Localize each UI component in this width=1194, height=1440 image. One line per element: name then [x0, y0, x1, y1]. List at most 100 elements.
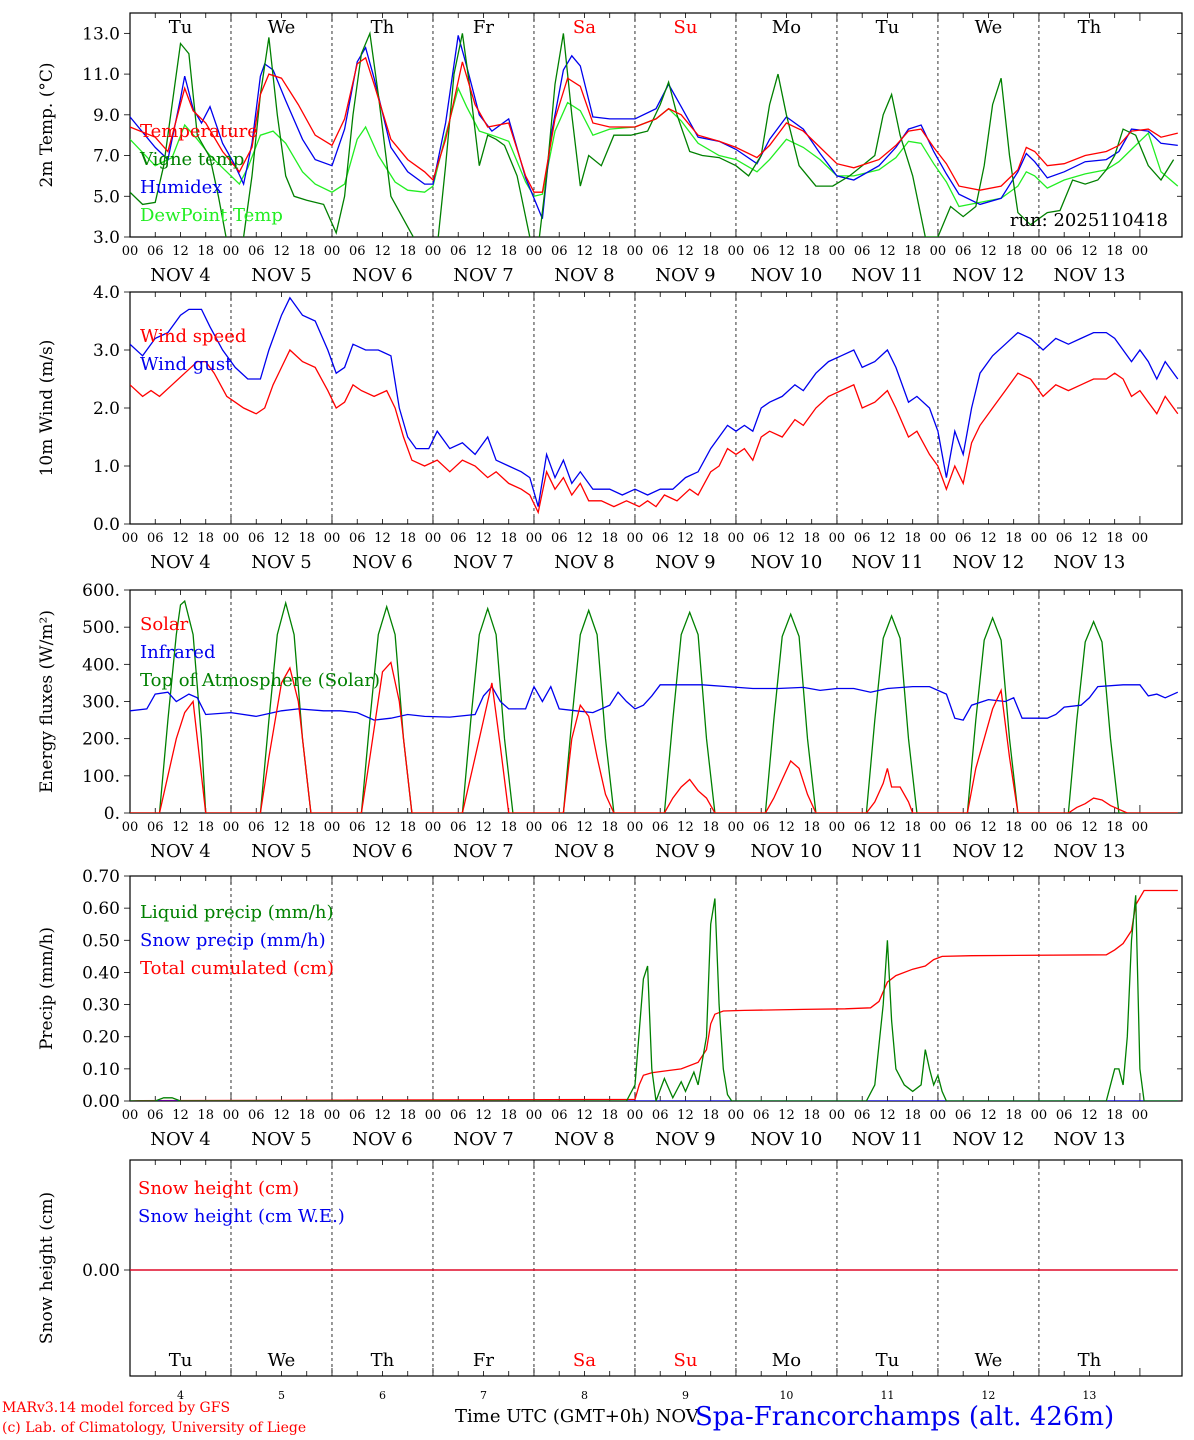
hour-label: 06 [551, 244, 568, 259]
date-label: NOV 7 [453, 841, 513, 862]
hour-label: 00 [526, 244, 543, 259]
day-number: 7 [480, 1389, 487, 1402]
hour-label: 00 [324, 244, 341, 259]
hour-label: 00 [122, 244, 139, 259]
hour-label: 18 [298, 244, 315, 259]
hour-label: 12 [172, 531, 189, 546]
day-number: 12 [981, 1389, 995, 1402]
panel-4 [124, 875, 1183, 1102]
legend-entry: DewPoint Temp [140, 205, 283, 226]
day-number: 10 [779, 1389, 793, 1402]
hour-label: 18 [1005, 820, 1022, 835]
weekday-label: Th [1078, 1350, 1102, 1371]
legend-entry: Snow height (cm) [138, 1178, 299, 1199]
date-label: NOV 12 [953, 552, 1025, 573]
hour-label: 06 [147, 531, 164, 546]
hour-label: 00 [425, 531, 442, 546]
hour-label: 00 [930, 244, 947, 259]
hour-label: 06 [753, 531, 770, 546]
hour-label: 18 [803, 820, 820, 835]
y-tick-label: 0.20 [82, 1028, 120, 1048]
date-label: NOV 10 [751, 841, 823, 862]
weekday-label: Tu [169, 17, 193, 38]
hour-label: 00 [526, 1108, 543, 1123]
weekday-label: We [975, 17, 1003, 38]
hour-label: 06 [349, 244, 366, 259]
lab-credit: (c) Lab. of Climatology, University of L… [2, 1420, 307, 1436]
y-tick-label: 0.10 [82, 1060, 120, 1080]
hour-label: 00 [1132, 1108, 1149, 1123]
date-label: NOV 9 [655, 552, 715, 573]
y-tick-label: 2.0 [93, 399, 120, 419]
hour-label: 00 [930, 820, 947, 835]
hour-label: 18 [197, 820, 214, 835]
hour-label: 06 [147, 1108, 164, 1123]
hour-label: 12 [879, 820, 896, 835]
day-number: 4 [177, 1389, 184, 1402]
series-line [130, 56, 1178, 193]
weekday-label: Sa [573, 17, 596, 38]
legend-entry: Liquid precip (mm/h) [140, 902, 334, 923]
hour-label: 12 [1081, 531, 1098, 546]
y-tick-label: 1.0 [93, 457, 120, 477]
date-label: NOV 11 [852, 841, 924, 862]
weekday-label: We [268, 17, 296, 38]
legend-entry: Humidex [140, 177, 222, 198]
y-tick-label: 3.0 [93, 341, 120, 361]
hour-label: 00 [1132, 531, 1149, 546]
hour-label: 06 [854, 531, 871, 546]
date-label: NOV 9 [655, 1129, 715, 1150]
hour-label: 00 [829, 820, 846, 835]
weekday-label: Th [1078, 17, 1102, 38]
hour-label: 12 [778, 820, 795, 835]
hour-label: 00 [1031, 244, 1048, 259]
y-tick-label: 0.50 [82, 931, 120, 951]
hour-label: 00 [627, 820, 644, 835]
hour-label: 12 [677, 820, 694, 835]
date-label: NOV 11 [852, 265, 924, 286]
day-number: 8 [581, 1389, 588, 1402]
hour-label: 18 [399, 820, 416, 835]
hour-label: 12 [778, 244, 795, 259]
series-line [130, 296, 1179, 507]
hour-label: 00 [324, 531, 341, 546]
hour-label: 12 [374, 244, 391, 259]
hour-label: 18 [399, 1108, 416, 1123]
hour-label: 06 [652, 531, 669, 546]
hour-label: 18 [601, 820, 618, 835]
hour-label: 00 [425, 1108, 442, 1123]
date-label: NOV 6 [352, 265, 412, 286]
y-tick-label: 400. [82, 655, 120, 675]
hour-label: 00 [324, 820, 341, 835]
hour-label: 06 [1056, 1108, 1073, 1123]
hour-label: 18 [1005, 1108, 1022, 1123]
hour-label: 18 [399, 244, 416, 259]
date-label: NOV 12 [953, 841, 1025, 862]
date-label: NOV 9 [655, 841, 715, 862]
hour-label: 00 [930, 1108, 947, 1123]
weekday-label: Tu [169, 1350, 193, 1371]
hour-label: 12 [980, 1108, 997, 1123]
hour-label: 12 [576, 244, 593, 259]
series-line [130, 30, 1175, 237]
hour-label: 12 [172, 244, 189, 259]
y-tick-label: 0.70 [82, 867, 120, 887]
hour-label: 06 [450, 244, 467, 259]
hour-label: 18 [702, 244, 719, 259]
hour-label: 00 [425, 244, 442, 259]
hour-label: 18 [904, 244, 921, 259]
date-label: NOV 6 [352, 841, 412, 862]
hour-label: 06 [854, 244, 871, 259]
hour-label: 06 [248, 531, 265, 546]
day-number: 6 [379, 1389, 386, 1402]
y-tick-label: 200. [82, 730, 120, 750]
weekday-label: Th [371, 17, 395, 38]
hour-label: 12 [778, 531, 795, 546]
panel-2 [124, 291, 1183, 525]
date-label: NOV 6 [352, 1129, 412, 1150]
series-line [130, 348, 1179, 515]
y-tick-label: 0.60 [82, 899, 120, 919]
hour-label: 18 [1005, 244, 1022, 259]
hour-label: 12 [1081, 820, 1098, 835]
